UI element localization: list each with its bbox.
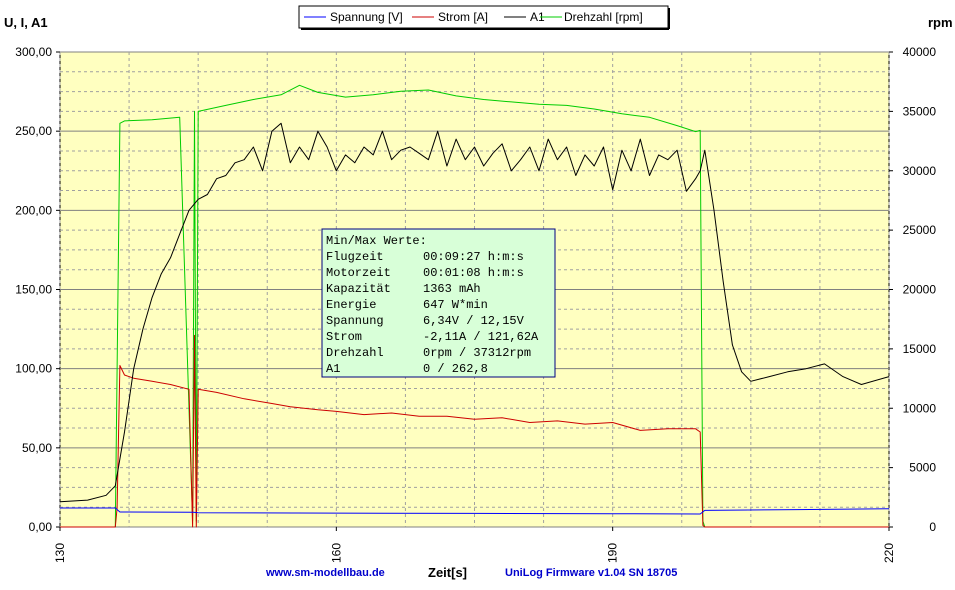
- info-row-label: Drehzahl: [326, 346, 384, 360]
- series-layer: [59, 84, 890, 528]
- min-max-info-box: Min/Max Werte: Flugzeit 00:09:27 h:m:s Moto…: [321, 228, 556, 378]
- legend-label: Spannung [V]: [330, 10, 403, 24]
- legend: Spannung [V] Strom [A] A1 Drehzahl [rpm]: [298, 5, 670, 30]
- y-left-axis-title: U, I, A1: [4, 15, 48, 30]
- y-left-tick-label: 100,00: [15, 362, 52, 376]
- series-line-strom-a: [60, 334, 889, 528]
- y-right-tick-label: 30000: [903, 164, 937, 178]
- x-tick-label: 160: [329, 543, 343, 563]
- y-right-tick-label: 25000: [903, 223, 937, 237]
- footer-firmware: UniLog Firmware v1.04 SN 18705: [505, 567, 677, 579]
- footer-website: www.sm-modellbau.de: [265, 567, 385, 579]
- series-line-a1: [59, 122, 890, 503]
- y-left-tick-label: 50,00: [22, 441, 52, 455]
- y-right-tick-label: 15000: [903, 342, 937, 356]
- y-left-tick-label: 150,00: [15, 283, 52, 297]
- y-right-tick-label: 35000: [903, 104, 937, 118]
- info-row-value: -2,11A / 121,62A: [423, 330, 539, 344]
- y-right-tick-label: 0: [929, 520, 936, 534]
- y-right-axis-title: rpm: [928, 15, 953, 30]
- info-row-label: A1: [326, 362, 340, 376]
- info-row-value: 647 W*min: [423, 298, 488, 312]
- info-row-value: 0rpm / 37312rpm: [423, 346, 531, 360]
- info-row-value: 0 / 262,8: [423, 362, 488, 376]
- y-right-tick-label: 10000: [903, 401, 937, 415]
- x-axis-title: Zeit[s]: [428, 565, 467, 580]
- y-left-tick-label: 300,00: [15, 45, 52, 59]
- info-row-label: Min/Max Werte:: [326, 234, 427, 248]
- y-left-tick-label: 250,00: [15, 124, 52, 138]
- info-row-label: Energie: [326, 298, 376, 312]
- info-row-label: Kapazität: [326, 282, 391, 296]
- info-row-label: Strom: [326, 330, 362, 344]
- y-left-tick-label: 0,00: [29, 520, 53, 534]
- y-left-tick-label: 200,00: [15, 203, 52, 217]
- legend-label: Drehzahl [rpm]: [564, 10, 643, 24]
- info-row-label: Flugzeit: [326, 250, 384, 264]
- legend-label: Strom [A]: [438, 10, 488, 24]
- y-right-tick-label: 40000: [903, 45, 937, 59]
- info-box-frame: [321, 228, 556, 378]
- series-line-spannung-v: [60, 507, 890, 515]
- legend-label: A1: [530, 10, 545, 24]
- info-row-value: 00:01:08 h:m:s: [423, 266, 524, 280]
- x-tick-label: 190: [606, 543, 620, 563]
- info-row-value: 1363 mAh: [423, 282, 481, 296]
- y-right-tick-label: 5000: [909, 461, 936, 475]
- y-right-tick-label: 20000: [903, 283, 937, 297]
- info-row-value: 00:09:27 h:m:s: [423, 250, 524, 264]
- axes-layer: 0,00 50,00 100,00 150,00 200,00 250,00 300,00 0…: [15, 45, 936, 563]
- info-row-label: Spannung: [326, 314, 384, 328]
- series-line-drehzahl-rpm: [60, 84, 889, 528]
- info-row-label: Motorzeit: [326, 266, 391, 280]
- x-tick-label: 220: [882, 543, 896, 563]
- x-tick-label: 130: [53, 543, 67, 563]
- info-row-value: 6,34V / 12,15V: [423, 314, 525, 328]
